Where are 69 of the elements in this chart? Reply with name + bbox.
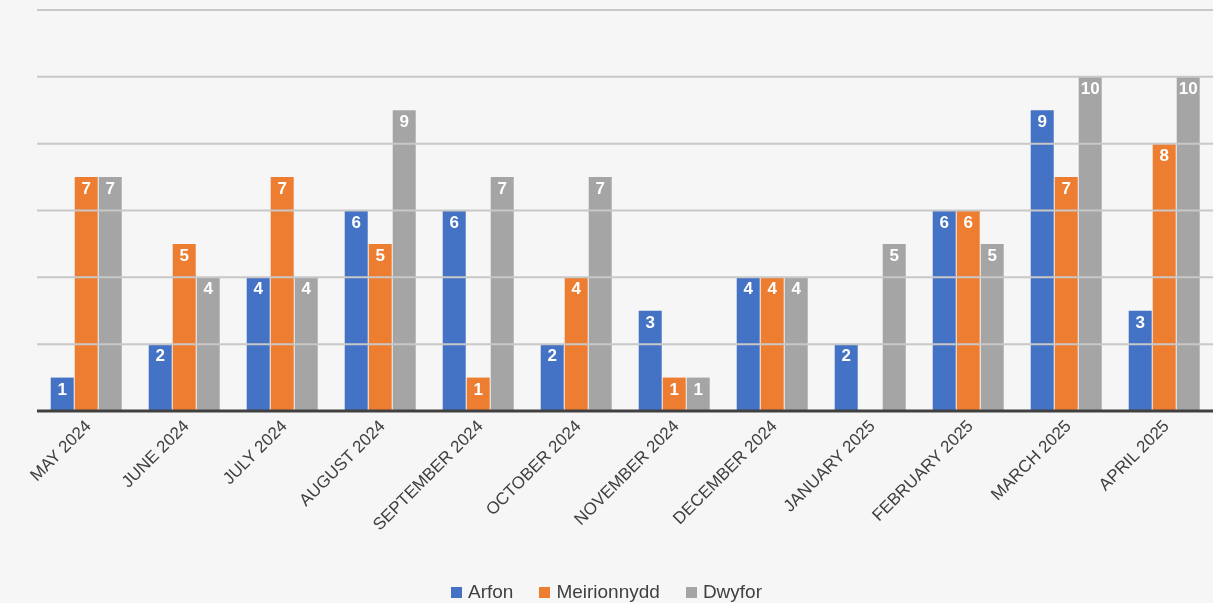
data-label: 4 (791, 279, 802, 299)
bar (98, 177, 122, 411)
data-label: 8 (1159, 145, 1169, 165)
data-label: 1 (473, 379, 483, 399)
bar (294, 277, 318, 411)
bar (1128, 310, 1152, 411)
data-label: 4 (743, 279, 754, 299)
legend-label: Meirionnydd (556, 581, 660, 603)
legend-label: Arfon (467, 581, 514, 603)
bar (392, 110, 416, 411)
data-label: 6 (963, 212, 973, 232)
bar (344, 210, 368, 411)
bar (442, 210, 466, 411)
data-label: 2 (155, 346, 165, 366)
data-label: 4 (253, 279, 264, 299)
bar (74, 177, 98, 411)
data-label: 6 (449, 212, 459, 232)
data-label: 7 (497, 179, 507, 199)
bar (368, 243, 392, 411)
data-label: 9 (399, 112, 409, 132)
data-label: 4 (571, 279, 582, 299)
bar (588, 177, 612, 411)
data-label: 2 (547, 346, 557, 366)
bar (760, 277, 784, 411)
bar (196, 277, 220, 411)
data-label: 5 (987, 245, 997, 265)
data-label: 9 (1037, 112, 1047, 132)
data-label: 2 (841, 346, 851, 366)
bar (784, 277, 808, 411)
bar (736, 277, 760, 411)
bar (148, 344, 172, 411)
data-label: 4 (301, 279, 312, 299)
bar (980, 243, 1004, 411)
data-label: 5 (889, 245, 899, 265)
data-label: 10 (1178, 78, 1198, 98)
data-label: 1 (57, 379, 67, 399)
bar (270, 177, 294, 411)
bar (638, 310, 662, 411)
data-label: 6 (939, 212, 949, 232)
data-label: 5 (375, 245, 385, 265)
data-label: 1 (669, 379, 679, 399)
data-label: 7 (1061, 179, 1071, 199)
bar (932, 210, 956, 411)
data-label: 7 (595, 179, 605, 199)
bar (834, 344, 858, 411)
data-label: 4 (203, 279, 214, 299)
bar (1030, 110, 1054, 411)
data-label: 7 (105, 179, 115, 199)
data-label: 1 (693, 379, 703, 399)
bar (1152, 143, 1176, 411)
bar (246, 277, 270, 411)
bar (564, 277, 588, 411)
data-label: 7 (81, 179, 91, 199)
bar (172, 243, 196, 411)
bar (956, 210, 980, 411)
bar (1054, 177, 1078, 411)
data-label: 4 (767, 279, 778, 299)
data-label: 7 (277, 179, 287, 199)
bar (1176, 76, 1200, 411)
data-label: 3 (645, 312, 655, 332)
bar (490, 177, 514, 411)
data-label: 5 (179, 245, 189, 265)
bar (882, 243, 906, 411)
legend-label: Dwyfor (702, 581, 763, 603)
data-label: 3 (1135, 312, 1145, 332)
data-label: 10 (1080, 78, 1100, 98)
bar (1078, 76, 1102, 411)
bar (540, 344, 564, 411)
data-label: 6 (351, 212, 361, 232)
